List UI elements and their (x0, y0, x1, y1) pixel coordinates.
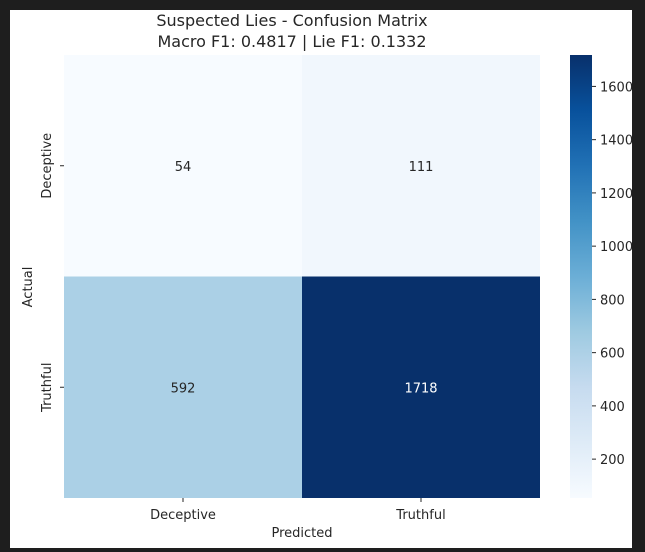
figure: Suspected Lies - Confusion Matrix Macro … (10, 10, 632, 548)
colorbar-tick-label: 400 (600, 400, 625, 415)
colorbar-tick-label: 1000 (600, 240, 632, 255)
y-axis-ticks: Deceptive Truthful (40, 133, 64, 413)
colorbar-tick-label: 600 (600, 347, 625, 362)
cell-value-label: 111 (409, 160, 434, 175)
heatmap-cell (64, 276, 302, 498)
x-axis-ticks: Deceptive Truthful (150, 498, 446, 523)
x-tick-label: Deceptive (150, 508, 216, 523)
colorbar-tick-label: 200 (600, 453, 625, 468)
y-axis-label: Actual (21, 267, 36, 308)
heatmap-cell (64, 55, 302, 277)
x-tick-label: Truthful (395, 508, 445, 523)
heatmap-cells: 54 111 592 1718 (64, 55, 540, 498)
x-axis-label: Predicted (271, 526, 332, 541)
cell-value-label: 1718 (404, 381, 437, 396)
colorbar-tick-label: 1200 (600, 187, 632, 202)
colorbar-tick-label: 1400 (600, 134, 632, 149)
colorbar-tick-label: 1600 (600, 80, 632, 95)
colorbar-ticks: 200 400 600 800 1000 1200 1400 1600 (592, 80, 632, 468)
y-tick-label: Truthful (40, 363, 55, 413)
confusion-matrix-chart: Suspected Lies - Confusion Matrix Macro … (21, 11, 632, 541)
heatmap-cell (302, 55, 540, 277)
heatmap-cell (302, 276, 540, 498)
chart-subtitle: Macro F1: 0.4817 | Lie F1: 0.1332 (157, 32, 426, 51)
colorbar (570, 55, 592, 498)
y-tick-label: Deceptive (40, 133, 55, 199)
cell-value-label: 54 (175, 160, 192, 175)
chart-title: Suspected Lies - Confusion Matrix (156, 11, 427, 30)
colorbar-tick-label: 800 (600, 293, 625, 308)
cell-value-label: 592 (171, 381, 196, 396)
